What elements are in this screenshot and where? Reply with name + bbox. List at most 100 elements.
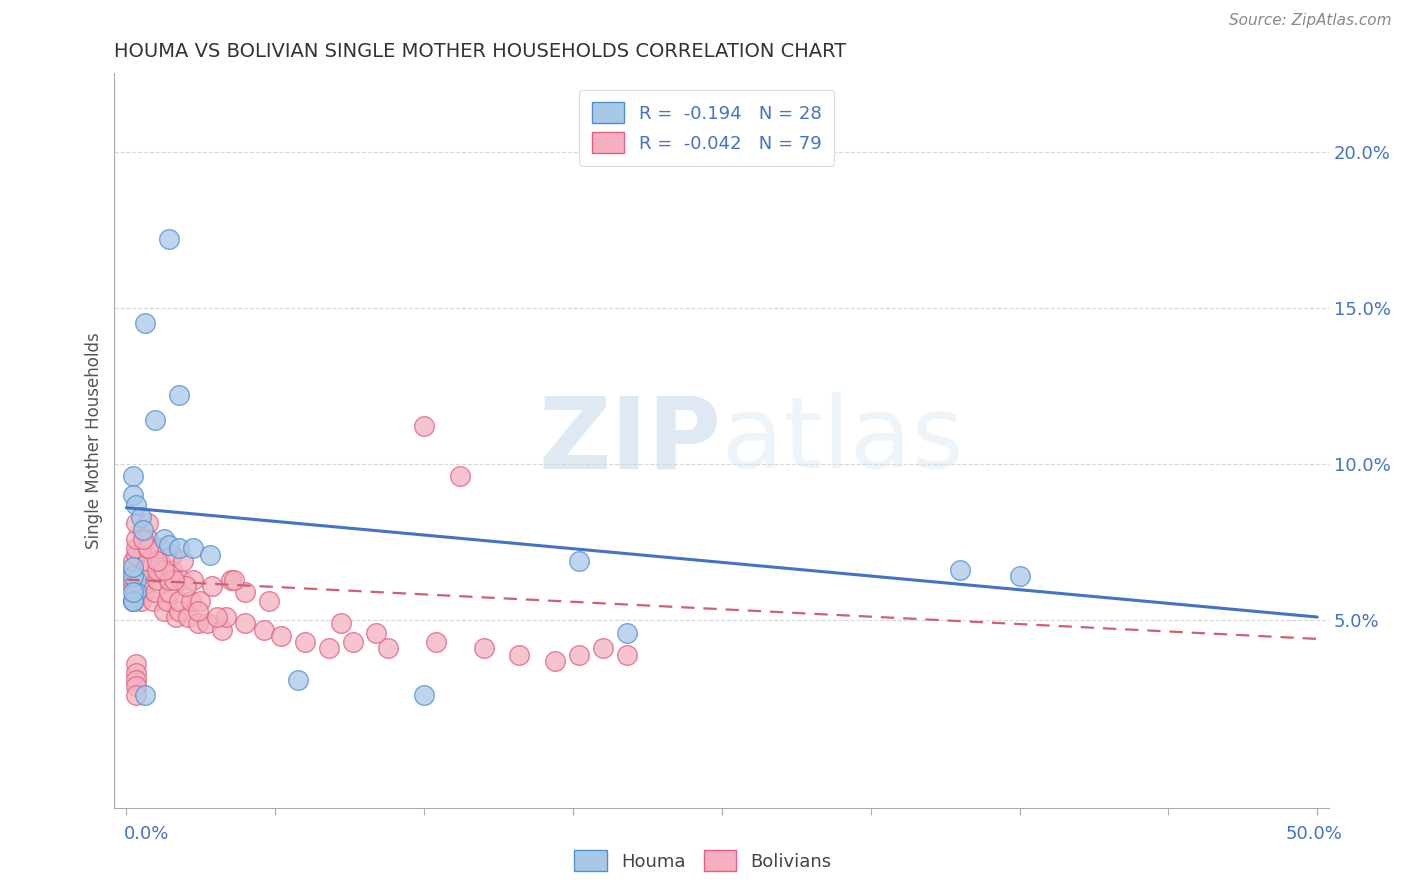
Point [129, 510, 152, 524]
Point [188, 594, 211, 608]
Point [157, 232, 180, 246]
Point [143, 413, 166, 427]
Point [270, 629, 292, 643]
Legend: R =  -0.194   N = 28, R =  -0.042   N = 79: R = -0.194 N = 28, R = -0.042 N = 79 [579, 90, 834, 166]
Point [141, 594, 163, 608]
Point [173, 554, 195, 568]
Point [136, 541, 159, 556]
Point [167, 388, 190, 402]
Point [329, 616, 352, 631]
Point [205, 610, 228, 624]
Point [125, 573, 148, 587]
Point [143, 585, 166, 599]
Point [156, 594, 179, 608]
Point [132, 585, 155, 599]
Point [413, 688, 436, 702]
Y-axis label: Single Mother Households: Single Mother Households [86, 332, 103, 549]
Point [449, 469, 471, 483]
Point [174, 579, 197, 593]
Point [134, 573, 156, 587]
Point [125, 679, 148, 693]
Point [366, 625, 388, 640]
Point [377, 641, 399, 656]
Point [122, 569, 145, 583]
Point [136, 532, 159, 546]
Point [125, 666, 148, 681]
Point [125, 516, 148, 531]
Point [122, 573, 145, 587]
Point [153, 604, 176, 618]
Point [508, 648, 530, 662]
Point [616, 625, 638, 640]
Point [568, 648, 591, 662]
Point [149, 541, 172, 556]
Point [544, 654, 567, 668]
Point [122, 554, 145, 568]
Point [413, 419, 436, 434]
Point [146, 573, 169, 587]
Point [170, 573, 193, 587]
Point [132, 579, 155, 593]
Point [157, 538, 180, 552]
Text: HOUMA VS BOLIVIAN SINGLE MOTHER HOUSEHOLDS CORRELATION CHART: HOUMA VS BOLIVIAN SINGLE MOTHER HOUSEHOL… [114, 42, 846, 61]
Text: atlas: atlas [721, 392, 963, 489]
Point [134, 563, 156, 577]
Point [122, 469, 145, 483]
Point [149, 554, 172, 568]
Point [122, 579, 145, 593]
Point [180, 594, 202, 608]
Point [160, 563, 183, 577]
Point [219, 573, 242, 587]
Point [198, 548, 221, 562]
Point [125, 688, 148, 702]
Point [136, 516, 159, 531]
Point [122, 594, 145, 608]
Point [122, 560, 145, 574]
Point [122, 594, 145, 608]
Point [129, 594, 152, 608]
Point [1008, 569, 1031, 583]
Point [134, 317, 156, 331]
Text: 50.0%: 50.0% [1286, 825, 1343, 843]
Point [165, 610, 187, 624]
Point [157, 573, 180, 587]
Point [294, 635, 316, 649]
Point [253, 623, 276, 637]
Point [125, 541, 148, 556]
Point [125, 532, 148, 546]
Point [134, 688, 156, 702]
Point [425, 635, 447, 649]
Point [215, 610, 238, 624]
Point [195, 616, 218, 631]
Text: Source: ZipAtlas.com: Source: ZipAtlas.com [1229, 13, 1392, 29]
Point [157, 585, 180, 599]
Point [187, 604, 209, 618]
Point [257, 594, 280, 608]
Point [201, 579, 224, 593]
Point [122, 594, 145, 608]
Point [160, 548, 183, 562]
Point [125, 498, 148, 512]
Point [146, 554, 169, 568]
Point [125, 657, 148, 671]
Point [132, 532, 155, 546]
Point [153, 532, 176, 546]
Point [122, 585, 145, 599]
Text: ZIP: ZIP [538, 392, 721, 489]
Point [153, 563, 176, 577]
Text: 0.0%: 0.0% [124, 825, 169, 843]
Point [167, 594, 190, 608]
Point [181, 573, 204, 587]
Point [342, 635, 364, 649]
Point [167, 541, 190, 556]
Point [318, 641, 340, 656]
Point [616, 648, 638, 662]
Point [949, 563, 972, 577]
Point [235, 585, 257, 599]
Point [211, 623, 233, 637]
Point [146, 563, 169, 577]
Point [125, 548, 148, 562]
Point [222, 573, 245, 587]
Point [136, 541, 159, 556]
Point [167, 604, 190, 618]
